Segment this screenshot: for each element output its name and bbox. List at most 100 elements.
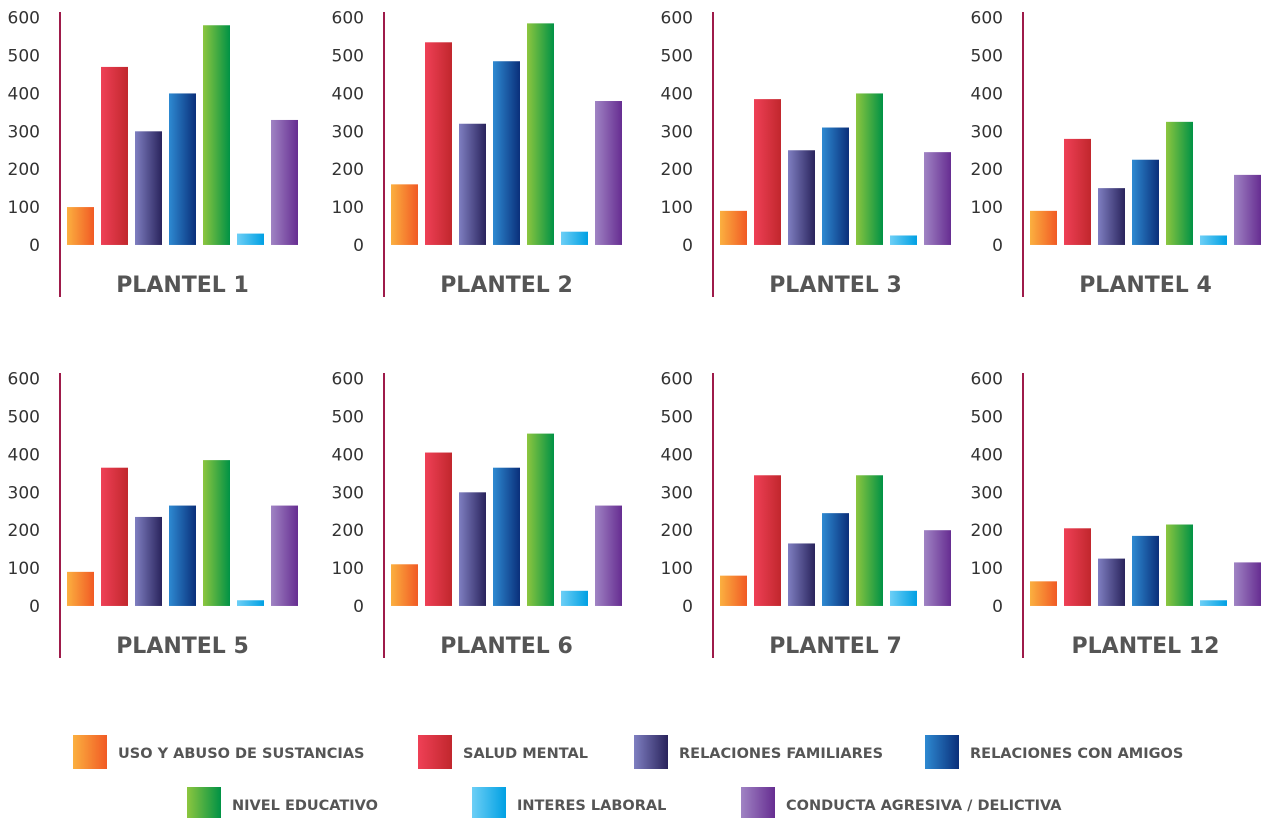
y-tick-label: 400 xyxy=(8,84,40,104)
legend-swatch xyxy=(418,735,452,769)
y-tick-label: 100 xyxy=(661,559,693,579)
y-tick-label: 600 xyxy=(971,9,1003,29)
bar xyxy=(1132,159,1159,245)
panel-title: PLANTEL 4 xyxy=(1079,273,1212,298)
bar xyxy=(1200,235,1227,245)
legend-item: RELACIONES FAMILIARES xyxy=(634,735,883,769)
y-tick-label: 200 xyxy=(661,521,693,541)
y-tick-label: 300 xyxy=(661,483,693,503)
legend-swatch xyxy=(741,787,775,818)
bar xyxy=(1064,138,1091,245)
legend-swatch xyxy=(634,735,668,769)
y-tick-label: 0 xyxy=(353,236,364,256)
y-tick-label: 300 xyxy=(971,483,1003,503)
bar xyxy=(203,25,230,245)
panel-title: PLANTEL 5 xyxy=(116,634,249,659)
legend: USO Y ABUSO DE SUSTANCIAS SALUD MENTAL REL… xyxy=(73,735,1183,818)
legend-swatch xyxy=(925,735,959,769)
y-tick-label: 600 xyxy=(8,9,40,29)
y-tick-label: 0 xyxy=(682,236,693,256)
y-tick-label: 200 xyxy=(971,160,1003,180)
y-tick-label: 200 xyxy=(8,521,40,541)
bar xyxy=(425,42,452,245)
y-tick-label: 400 xyxy=(971,84,1003,104)
panel-plantel: 0 100 200 300 400 500 600 PLANTEL 12 xyxy=(971,370,1261,659)
y-tick-label: 200 xyxy=(332,160,364,180)
legend-item: RELACIONES CON AMIGOS xyxy=(925,735,1183,769)
y-tick-label: 100 xyxy=(8,559,40,579)
bar xyxy=(237,600,264,606)
bar xyxy=(595,101,622,245)
bar xyxy=(1166,121,1193,245)
y-tick-label: 300 xyxy=(661,122,693,142)
bar xyxy=(169,93,196,245)
bar xyxy=(720,210,747,245)
y-tick-label: 600 xyxy=(661,370,693,390)
legend-swatch xyxy=(472,787,506,818)
bar xyxy=(924,530,951,606)
bar xyxy=(595,505,622,606)
y-tick-label: 300 xyxy=(8,122,40,142)
legend-swatch xyxy=(187,787,221,818)
panel-title: PLANTEL 12 xyxy=(1072,634,1220,659)
y-tick-label: 100 xyxy=(661,198,693,218)
bar xyxy=(1098,558,1125,606)
bar xyxy=(822,127,849,245)
bar xyxy=(493,61,520,245)
legend-label: NIVEL EDUCATIVO xyxy=(232,798,378,814)
bar xyxy=(527,433,554,606)
bar xyxy=(203,460,230,606)
panel-title: PLANTEL 2 xyxy=(440,273,573,298)
panel-plantel: 0 100 200 300 400 500 600 PLANTEL 3 xyxy=(661,9,951,298)
y-tick-label: 500 xyxy=(332,408,364,428)
panel-title: PLANTEL 1 xyxy=(116,273,249,298)
bar xyxy=(459,123,486,245)
bar xyxy=(101,66,128,245)
y-tick-label: 600 xyxy=(661,9,693,29)
panel-plantel: 0 100 200 300 400 500 600 PLANTEL 2 xyxy=(332,9,622,298)
bar xyxy=(754,99,781,245)
bar xyxy=(561,231,588,245)
bar xyxy=(890,235,917,245)
y-tick-label: 100 xyxy=(971,198,1003,218)
y-tick-label: 400 xyxy=(661,84,693,104)
y-tick-label: 200 xyxy=(661,160,693,180)
bar xyxy=(391,564,418,606)
legend-label: RELACIONES FAMILIARES xyxy=(679,746,883,762)
y-tick-label: 200 xyxy=(332,521,364,541)
y-tick-label: 0 xyxy=(29,236,40,256)
bar xyxy=(271,505,298,606)
bar xyxy=(1064,528,1091,606)
bar xyxy=(822,513,849,606)
y-tick-label: 500 xyxy=(8,47,40,67)
y-tick-label: 400 xyxy=(661,445,693,465)
y-tick-label: 500 xyxy=(332,47,364,67)
y-tick-label: 400 xyxy=(332,445,364,465)
y-tick-label: 100 xyxy=(971,559,1003,579)
legend-swatch xyxy=(73,735,107,769)
y-tick-label: 300 xyxy=(332,122,364,142)
y-tick-label: 0 xyxy=(353,597,364,617)
bar xyxy=(135,516,162,606)
legend-item: NIVEL EDUCATIVO xyxy=(187,787,378,818)
panel-plantel: 0 100 200 300 400 500 600 PLANTEL 4 xyxy=(971,9,1261,298)
panel-title: PLANTEL 3 xyxy=(769,273,902,298)
legend-item: INTERES LABORAL xyxy=(472,787,666,818)
bar xyxy=(1132,535,1159,606)
legend-item: USO Y ABUSO DE SUSTANCIAS xyxy=(73,735,364,769)
legend-label: INTERES LABORAL xyxy=(517,798,666,814)
bar xyxy=(1098,188,1125,245)
panel-plantel: 0 100 200 300 400 500 600 PLANTEL 7 xyxy=(661,370,951,659)
bar xyxy=(1030,581,1057,606)
y-tick-label: 0 xyxy=(992,236,1003,256)
bar xyxy=(67,571,94,606)
y-tick-label: 300 xyxy=(332,483,364,503)
y-tick-label: 400 xyxy=(8,445,40,465)
bar xyxy=(754,475,781,606)
bar xyxy=(788,543,815,606)
y-tick-label: 200 xyxy=(8,160,40,180)
y-tick-label: 400 xyxy=(332,84,364,104)
y-tick-label: 200 xyxy=(971,521,1003,541)
bar xyxy=(391,184,418,245)
